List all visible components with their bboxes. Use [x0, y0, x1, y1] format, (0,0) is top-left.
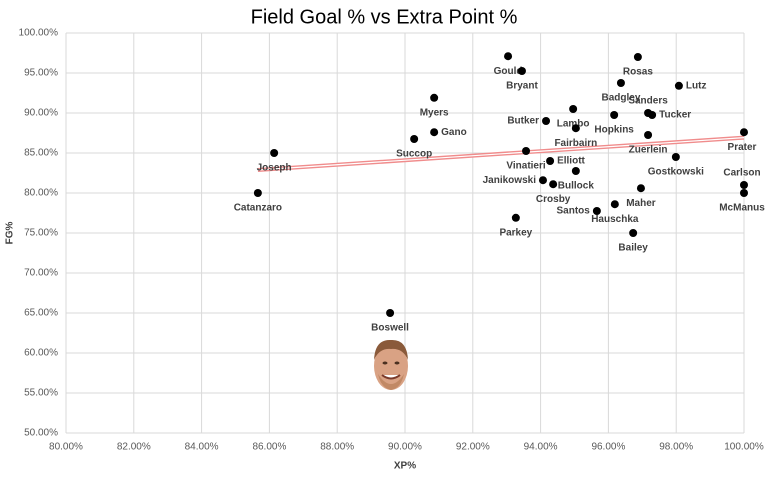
data-point [633, 53, 642, 61]
data-point [504, 52, 513, 61]
point-label: Gostkowski [648, 167, 704, 178]
point-label: Carlson [723, 168, 760, 179]
data-point [430, 93, 439, 102]
point-label: Fairbairn [554, 138, 597, 149]
x-tick-label: 80.00% [49, 442, 83, 453]
point-label: Parkey [499, 227, 532, 238]
data-point [430, 128, 439, 137]
data-point [610, 200, 619, 209]
chart-title: Field Goal % vs Extra Point % [251, 6, 518, 28]
point-label: Prater [728, 142, 757, 153]
point-label: Elliott [557, 156, 585, 167]
data-point [571, 124, 580, 133]
point-label: Lambo [557, 119, 590, 130]
data-point [644, 131, 653, 139]
x-axis-title: XP% [394, 461, 416, 472]
data-point [546, 157, 555, 165]
point-label: Catanzaro [234, 203, 282, 214]
data-point [740, 189, 748, 197]
y-tick-label: 70.00% [24, 268, 58, 279]
y-tick-label: 80.00% [24, 188, 58, 199]
y-tick-label: 90.00% [24, 108, 58, 119]
point-label: Badgley [601, 93, 640, 104]
data-point [740, 181, 748, 189]
point-label: Sanders [628, 96, 668, 107]
x-tick-label: 86.00% [252, 442, 286, 453]
y-tick-label: 55.00% [24, 388, 58, 399]
point-label: Hauschka [591, 214, 639, 225]
data-point [253, 189, 262, 197]
y-axis-title: FG% [5, 222, 16, 245]
point-label: Bailey [618, 243, 648, 254]
point-label: Boswell [371, 323, 409, 334]
x-tick-label: 82.00% [117, 442, 151, 453]
point-label: Joseph [257, 163, 292, 174]
data-point [636, 184, 645, 193]
data-point [610, 111, 619, 119]
data-point [616, 79, 625, 87]
x-tick-label: 92.00% [456, 442, 490, 453]
point-label: Tucker [659, 110, 691, 121]
point-label: Myers [420, 107, 449, 118]
point-label: Vinatieri [506, 161, 545, 172]
y-tick-label: 60.00% [24, 348, 58, 359]
data-point [740, 128, 748, 137]
x-tick-label: 94.00% [524, 442, 558, 453]
data-point [671, 153, 680, 161]
point-label: Bullock [558, 181, 595, 192]
data-point [569, 105, 578, 113]
data-point [517, 67, 526, 75]
point-label: Janikowski [483, 175, 537, 186]
x-tick-label: 90.00% [388, 442, 422, 453]
data-point [592, 207, 601, 215]
data-point [410, 135, 419, 143]
x-tick-label: 100.00% [724, 442, 764, 453]
point-label: Lutz [686, 80, 707, 91]
point-label: McManus [719, 203, 765, 214]
point-label: Rosas [623, 67, 653, 78]
point-label: Gould [494, 66, 523, 77]
data-point [571, 167, 580, 175]
point-label: Hopkins [594, 125, 634, 136]
data-point [386, 309, 395, 317]
point-label: Succop [396, 149, 432, 160]
x-tick-label: 88.00% [320, 442, 354, 453]
point-label: Crosby [536, 194, 571, 205]
point-label: Zuerlein [629, 145, 668, 156]
point-label: Bryant [506, 81, 538, 92]
x-tick-label: 96.00% [591, 442, 625, 453]
trendline-core [257, 137, 745, 171]
data-point [648, 111, 657, 119]
data-point [542, 117, 551, 125]
player-photo [374, 339, 408, 390]
data-point [270, 149, 279, 157]
data-point [629, 229, 638, 237]
y-tick-label: 75.00% [24, 228, 58, 239]
data-point [522, 147, 531, 155]
data-point [674, 81, 683, 90]
x-tick-label: 84.00% [185, 442, 219, 453]
point-label: Gano [441, 127, 467, 138]
y-tick-label: 95.00% [24, 68, 58, 79]
data-point [549, 180, 558, 189]
y-tick-label: 100.00% [19, 28, 59, 39]
data-point [538, 176, 547, 185]
y-tick-label: 65.00% [24, 308, 58, 319]
point-label: Butker [507, 116, 539, 127]
y-tick-label: 50.00% [24, 428, 58, 439]
point-label: Maher [626, 198, 656, 209]
data-point [511, 213, 520, 222]
y-tick-label: 85.00% [24, 148, 58, 159]
point-label: Santos [557, 206, 591, 217]
x-tick-label: 98.00% [659, 442, 693, 453]
